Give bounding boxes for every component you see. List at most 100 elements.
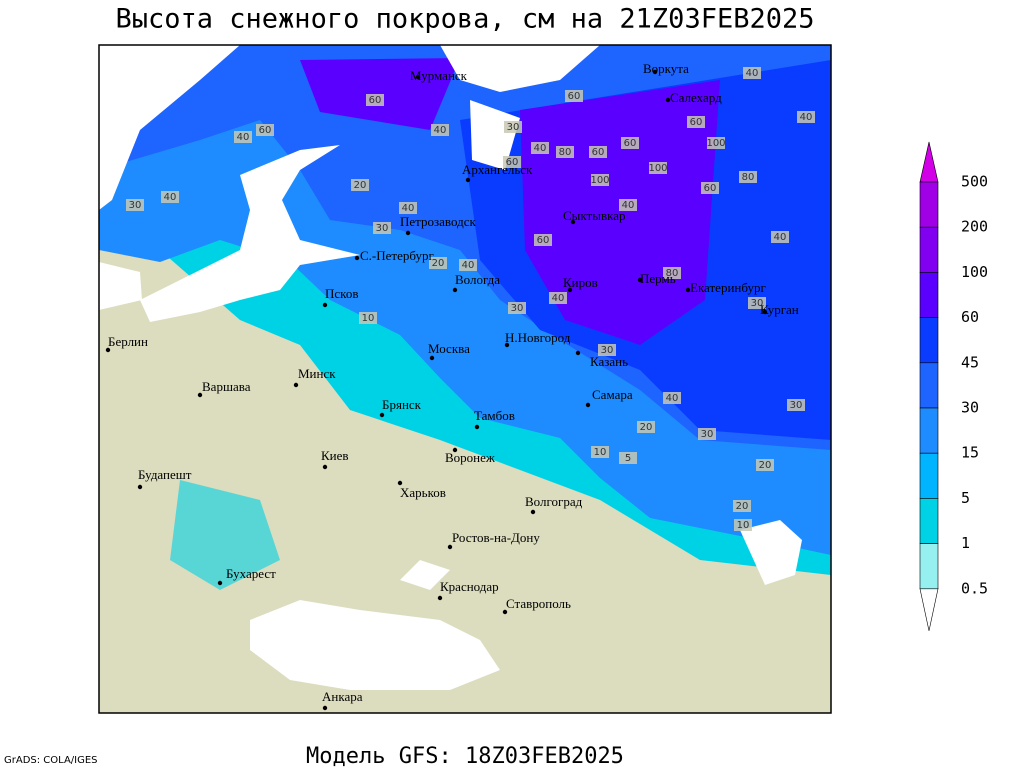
contour-label: 30 bbox=[507, 122, 520, 133]
contour-label-box bbox=[459, 259, 477, 271]
contour-label-box bbox=[663, 392, 681, 404]
colorbar-box bbox=[919, 407, 939, 454]
map-labels: 60 60 40 40 40 30 20 40 30 20 40 30 40 10 80 100 100 100 8… bbox=[105, 61, 815, 711]
city-dot bbox=[197, 392, 203, 398]
city-dot bbox=[447, 544, 453, 550]
city-label: Волгоград bbox=[525, 494, 583, 509]
contour-label: 80 bbox=[666, 268, 679, 279]
colorbar-box bbox=[919, 317, 939, 364]
colorbar-label: 100 bbox=[961, 263, 988, 281]
city-dot bbox=[530, 509, 536, 515]
contour-label-box bbox=[351, 179, 369, 191]
sea bbox=[740, 520, 802, 585]
contour-label: 10 bbox=[737, 520, 750, 531]
contour-label-box bbox=[591, 174, 609, 186]
contour-label-box bbox=[161, 191, 179, 203]
city-label: Воркута bbox=[643, 61, 689, 76]
contour-label: 60 bbox=[568, 91, 581, 102]
sea bbox=[470, 100, 520, 170]
city-dot bbox=[379, 412, 385, 418]
colorbar-box bbox=[919, 272, 939, 318]
colorbar-label: 500 bbox=[961, 173, 988, 191]
contour-label: 40 bbox=[622, 200, 635, 211]
contour-label: 60 bbox=[506, 157, 519, 168]
contour-label-box bbox=[126, 199, 144, 211]
sea bbox=[99, 262, 142, 310]
contour-label: 40 bbox=[462, 260, 475, 271]
contour-label: 30 bbox=[790, 400, 803, 411]
colorbar-label: 1 bbox=[961, 534, 970, 552]
credit: GrADS: COLA/IGES bbox=[4, 755, 98, 766]
contour-label: 40 bbox=[774, 232, 787, 243]
city-dot bbox=[452, 447, 458, 453]
colorbar-label: 60 bbox=[961, 308, 979, 326]
city-dot bbox=[637, 277, 643, 283]
colorbar-box bbox=[919, 362, 939, 409]
city-dot bbox=[452, 287, 458, 293]
contour-label-box bbox=[701, 182, 719, 194]
city-dot bbox=[575, 350, 581, 356]
city-dot bbox=[465, 177, 471, 183]
city-dot bbox=[105, 347, 111, 353]
contour-label-box bbox=[256, 124, 274, 136]
city-label: Самара bbox=[592, 387, 633, 402]
colorbar-box bbox=[919, 452, 939, 499]
city-dot bbox=[137, 484, 143, 490]
city-dot bbox=[397, 480, 403, 486]
city-dot bbox=[685, 287, 691, 293]
colorbar-box bbox=[919, 181, 939, 228]
contour-label: 40 bbox=[164, 192, 177, 203]
contour-label: 100 bbox=[590, 175, 609, 186]
city-label: Петрозаводск bbox=[400, 214, 476, 229]
city-label: Москва bbox=[428, 341, 470, 356]
city-label: Брянск bbox=[382, 397, 422, 412]
contour-label-box bbox=[373, 222, 391, 234]
contour-label-box bbox=[649, 162, 667, 174]
contour-label-box bbox=[589, 146, 607, 158]
city-dot bbox=[405, 230, 411, 236]
contour-label-box bbox=[621, 137, 639, 149]
city-label: Краснодар bbox=[440, 579, 499, 594]
city-label: Ростов-на-Дону bbox=[452, 530, 540, 545]
contour-label-box bbox=[637, 421, 655, 433]
city-label: Варшава bbox=[202, 379, 251, 394]
contour-label-box bbox=[756, 459, 774, 471]
contour-label-box bbox=[565, 90, 583, 102]
contour-label: 60 bbox=[537, 235, 550, 246]
contour-label: 80 bbox=[742, 172, 755, 183]
city-dot bbox=[474, 424, 480, 430]
sea bbox=[99, 45, 240, 210]
contour-label: 30 bbox=[511, 303, 524, 314]
contour-label: 20 bbox=[640, 422, 653, 433]
city-label: Воронеж bbox=[445, 450, 496, 465]
city-label: Харьков bbox=[400, 485, 446, 500]
city-label: Будапешт bbox=[138, 467, 192, 482]
city-dot bbox=[585, 402, 591, 408]
contour-label: 40 bbox=[552, 293, 565, 304]
colorbar-label: 5 bbox=[961, 489, 970, 507]
city-dot bbox=[762, 309, 768, 315]
city-dot bbox=[322, 464, 328, 470]
contour-label: 20 bbox=[759, 460, 772, 471]
contour-label-box bbox=[797, 111, 815, 123]
contour-label-box bbox=[504, 121, 522, 133]
contour-label-box bbox=[743, 67, 761, 79]
city-label: Мурманск bbox=[410, 68, 468, 83]
contour-label: 40 bbox=[800, 112, 813, 123]
sea bbox=[400, 560, 450, 590]
city-label: Тамбов bbox=[474, 408, 515, 423]
contour-label-box bbox=[787, 399, 805, 411]
contour-label: 40 bbox=[402, 203, 415, 214]
colorbar-label: 30 bbox=[961, 399, 979, 417]
contour-label-box bbox=[556, 146, 574, 158]
contour-label: 10 bbox=[594, 447, 607, 458]
contour-label: 60 bbox=[259, 125, 272, 136]
city-label: Пермь bbox=[640, 271, 676, 286]
contour-label-box bbox=[663, 267, 681, 279]
contour-label-box bbox=[771, 231, 789, 243]
contour-label-box bbox=[366, 94, 384, 106]
city-label: Казань bbox=[590, 354, 628, 369]
city-label: Бухарест bbox=[226, 566, 276, 581]
contour-label: 40 bbox=[666, 393, 679, 404]
contour-label-box bbox=[619, 452, 637, 464]
